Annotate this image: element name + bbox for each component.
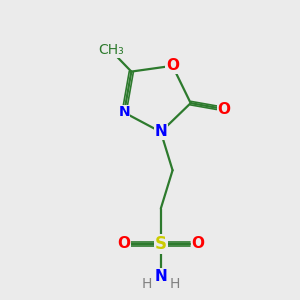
Text: O: O: [191, 236, 204, 251]
Text: N: N: [154, 269, 167, 284]
Text: N: N: [118, 106, 130, 119]
Text: H: H: [142, 277, 152, 291]
Text: S: S: [155, 235, 167, 253]
Text: O: O: [166, 58, 179, 73]
Text: CH₃: CH₃: [98, 44, 124, 57]
Text: N: N: [154, 124, 167, 140]
Text: O: O: [218, 101, 230, 116]
Text: O: O: [118, 236, 130, 251]
Text: H: H: [170, 277, 180, 291]
